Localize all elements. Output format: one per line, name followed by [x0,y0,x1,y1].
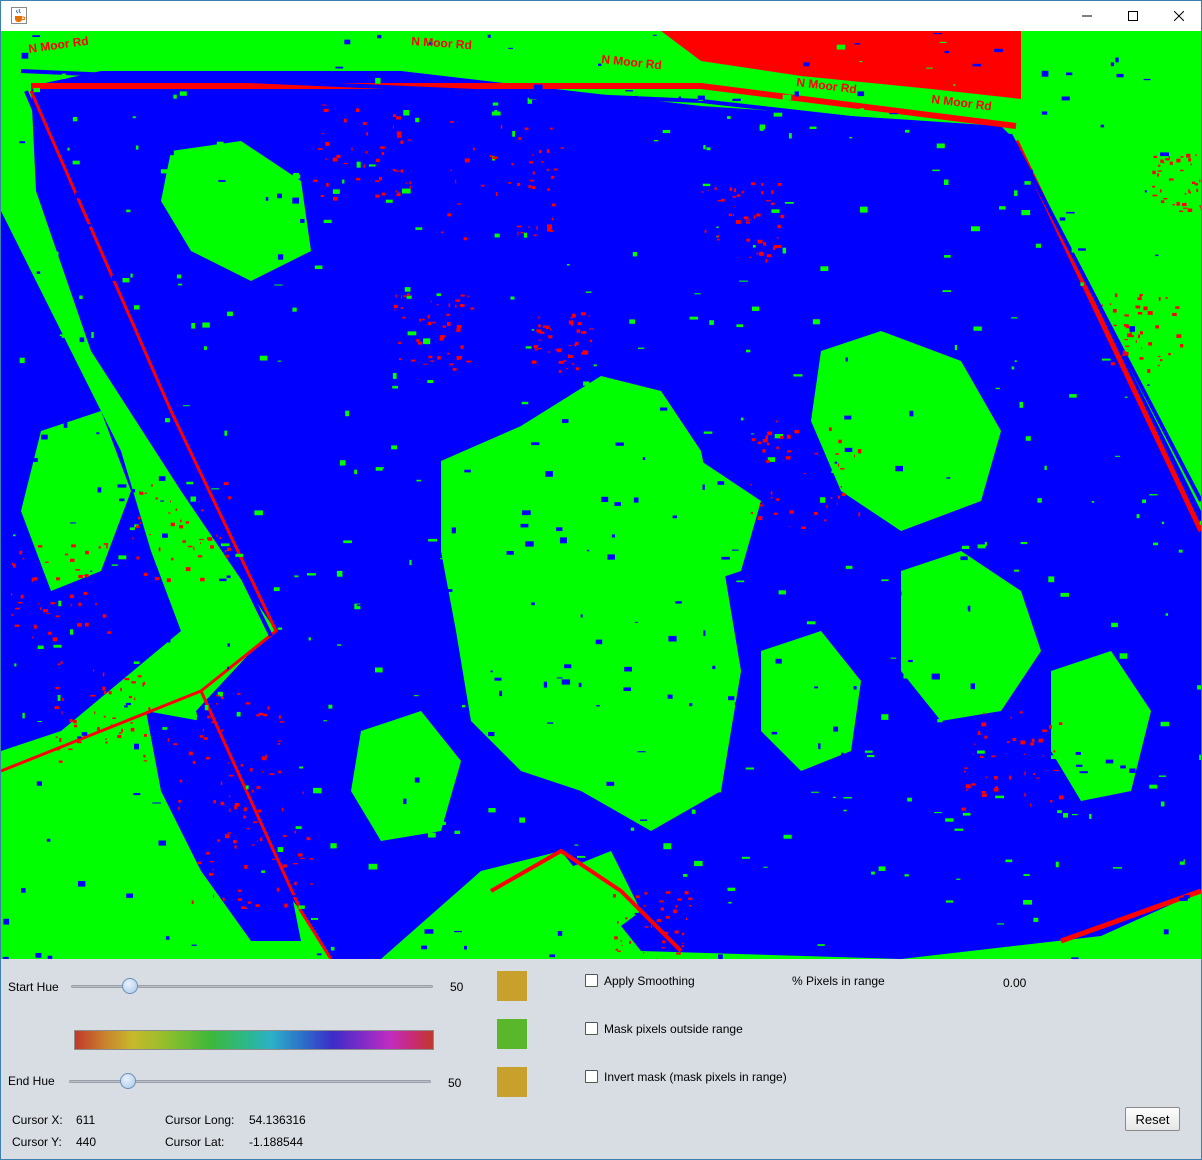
cursor-x-label: Cursor X: [12,1113,63,1127]
hue-mask-image[interactable]: N Moor Rd N Moor Rd N Moor Rd N Moor Rd … [1,31,1201,959]
start-hue-value: 50 [450,980,464,994]
title-bar[interactable] [1,1,1201,31]
start-hue-label: Start Hue [8,980,59,994]
apply-smoothing-label[interactable]: Apply Smoothing [604,974,695,988]
cursor-y-value: 440 [76,1135,97,1149]
minimize-icon [1082,15,1092,17]
minimize-button[interactable] [1064,1,1110,31]
hue-spectrum-bar [74,1030,434,1050]
start-hue-slider[interactable] [71,978,433,998]
end-hue-label: End Hue [8,1074,55,1088]
mask-outside-checkbox[interactable] [585,1022,598,1035]
mask-outside-label[interactable]: Mask pixels outside range [604,1022,743,1036]
maximize-button[interactable] [1110,1,1156,31]
cursor-lat-label: Cursor Lat: [165,1135,225,1149]
cursor-long-label: Cursor Long: [165,1113,235,1127]
invert-mask-checkbox[interactable] [585,1070,598,1083]
maximize-icon [1128,11,1138,21]
slider-track [69,1080,431,1083]
java-cup-icon [11,7,27,24]
end-hue-value: 50 [448,1076,462,1090]
apply-smoothing-checkbox[interactable] [585,974,598,987]
cursor-x-value: 611 [76,1113,96,1127]
pixels-in-range-value: 0.00 [1003,976,1027,990]
reset-button[interactable]: Reset [1125,1107,1180,1131]
end-hue-swatch [497,1067,527,1097]
road-label: N Moor Rd [411,34,472,52]
cursor-y-label: Cursor Y: [12,1135,62,1149]
cursor-lat-value: -1.188544 [249,1135,304,1149]
start-hue-swatch [497,971,527,1001]
road-label: N Moor Rd [601,52,663,72]
mid-hue-swatch [497,1019,527,1049]
invert-mask-label[interactable]: Invert mask (mask pixels in range) [604,1070,787,1084]
control-panel [1,959,1201,1159]
aerial-mask-rendering[interactable]: N Moor Rd N Moor Rd N Moor Rd N Moor Rd … [1,31,1201,959]
close-button[interactable] [1156,1,1201,31]
slider-track [71,985,433,988]
slider-thumb[interactable] [119,1073,136,1089]
close-icon [1174,11,1184,21]
pixels-in-range-label: % Pixels in range [792,974,885,988]
slider-thumb[interactable] [121,978,138,994]
cursor-long-value: 54.136316 [249,1113,306,1127]
end-hue-slider[interactable] [69,1073,431,1093]
